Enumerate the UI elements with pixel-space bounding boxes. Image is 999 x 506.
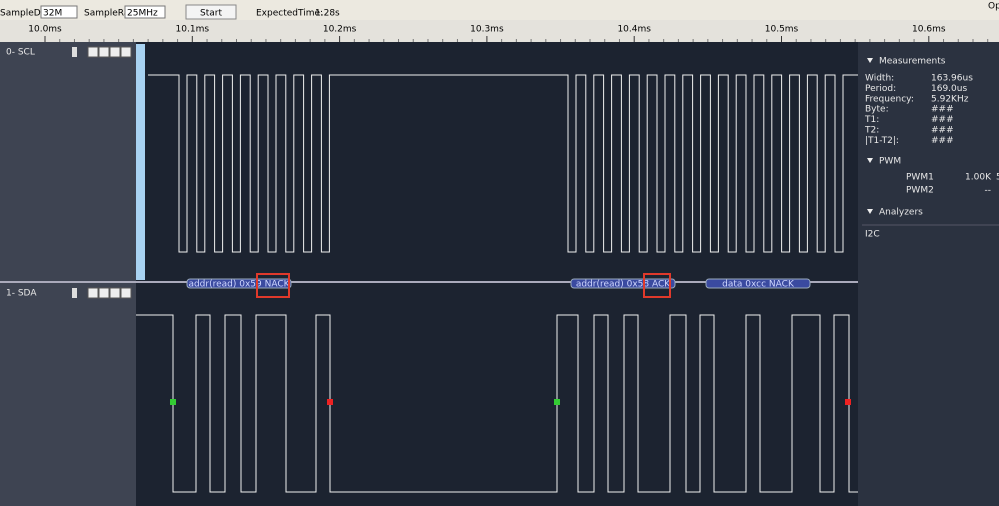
measure-label: Byte: <box>865 105 889 115</box>
dropdown[interactable] <box>40 5 78 19</box>
trigger-button[interactable] <box>109 46 121 58</box>
label: ExpectedTime: <box>256 9 323 19</box>
sda-wave <box>136 314 858 493</box>
trigger-button[interactable] <box>87 46 99 58</box>
trigger-button[interactable] <box>98 46 110 58</box>
value: 1.28s <box>315 9 340 19</box>
channel-button[interactable] <box>72 47 77 57</box>
scrollbar <box>136 44 145 280</box>
pwm-label: PWM1 <box>906 173 934 183</box>
ruler <box>0 20 999 42</box>
pwm-value: -- <box>985 186 992 196</box>
expander[interactable] <box>867 58 873 63</box>
trigger-button[interactable] <box>98 287 110 299</box>
options[interactable]: Op <box>988 2 999 12</box>
marker <box>554 399 560 405</box>
dropdown[interactable] <box>124 5 166 19</box>
trigger-button[interactable] <box>120 287 132 299</box>
expander[interactable] <box>867 158 873 163</box>
label: SampleRate <box>84 9 139 19</box>
pwm-value: 1.00K <box>965 173 992 183</box>
trigger-button[interactable] <box>109 287 121 299</box>
start-button[interactable] <box>185 4 237 20</box>
measure-label: Width: <box>865 74 894 84</box>
expander[interactable] <box>867 209 873 214</box>
label: SampleDepth <box>0 9 61 19</box>
channel-panel <box>0 42 136 506</box>
value: 25MHz <box>127 9 158 19</box>
measure-value: ### <box>931 126 954 136</box>
measure-value: ### <box>931 115 954 125</box>
marker <box>327 399 333 405</box>
section-title: Analyzers <box>879 208 923 218</box>
scl-wave <box>148 74 858 253</box>
side-panel <box>858 42 999 506</box>
measure-value: 163.96us <box>931 74 973 84</box>
measure-label: T1: <box>864 115 879 125</box>
section-title: Measurements <box>879 57 946 67</box>
measure-label: T2: <box>864 126 879 136</box>
measure-value: 5.92KHz <box>931 94 969 104</box>
trigger-button[interactable] <box>87 287 99 299</box>
marker <box>845 399 851 405</box>
value: 32M <box>43 9 62 19</box>
ruler-label: 10.5ms <box>765 25 799 35</box>
pwm-label: PWM2 <box>906 186 934 196</box>
annotation <box>186 278 292 289</box>
measure-label: |T1-T2|: <box>865 136 899 146</box>
annotation <box>705 278 811 289</box>
measure-value: ### <box>931 136 954 146</box>
annotation-label: addr(read) 0x59 NACK <box>188 280 290 290</box>
pwm-duty: 5 <box>996 173 999 183</box>
annotation-label: addr(read) 0x58 ACK <box>576 280 671 290</box>
channel-label: 1- SDA <box>6 289 37 299</box>
measure-value: 169.0us <box>931 84 967 94</box>
ruler-label: 10.2ms <box>323 25 357 35</box>
measure-label: Period: <box>865 84 896 94</box>
annotation <box>570 278 676 289</box>
marker <box>170 399 176 405</box>
ruler-label: 10.1ms <box>176 25 210 35</box>
ruler-label: 10.0ms <box>28 25 62 35</box>
toolbar <box>0 0 999 20</box>
ruler-label: 10.3ms <box>470 25 504 35</box>
channel-label: 0- SCL <box>6 48 35 58</box>
highlight-box <box>643 273 671 298</box>
annotation-label: data 0xcc NACK <box>722 280 795 290</box>
ruler-label: 10.4ms <box>617 25 651 35</box>
highlight-box <box>256 273 290 298</box>
ruler-label: 10.6ms <box>912 25 946 35</box>
section-title: PWM <box>879 157 901 167</box>
trigger-button[interactable] <box>120 46 132 58</box>
button-label: Start <box>200 9 222 19</box>
analyzer-item[interactable]: I2C <box>865 230 880 240</box>
measure-value: ### <box>931 105 954 115</box>
channel-button[interactable] <box>72 288 77 298</box>
measure-label: Frequency: <box>865 94 914 104</box>
